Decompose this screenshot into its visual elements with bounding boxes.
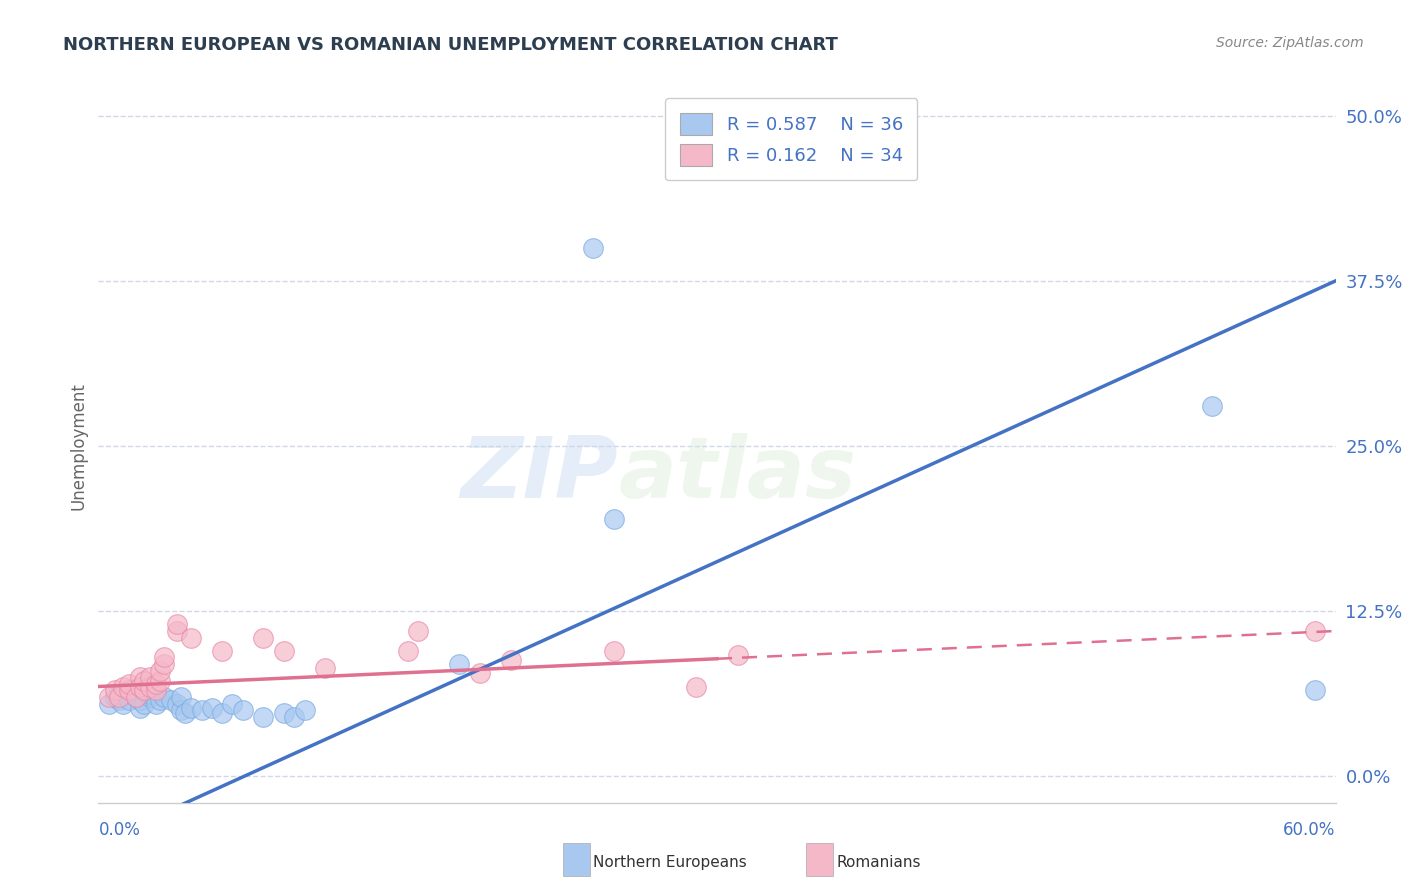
Point bbox=[128, 680, 150, 694]
Point bbox=[149, 674, 172, 689]
Point bbox=[159, 692, 181, 706]
Point bbox=[252, 710, 274, 724]
Point bbox=[112, 697, 135, 711]
Point bbox=[124, 690, 146, 704]
Point bbox=[128, 670, 150, 684]
Point bbox=[108, 690, 131, 704]
Point bbox=[449, 657, 471, 671]
Point bbox=[232, 703, 254, 717]
Text: Northern Europeans: Northern Europeans bbox=[593, 855, 747, 870]
Point bbox=[190, 703, 212, 717]
Point bbox=[406, 624, 429, 638]
Point bbox=[273, 644, 295, 658]
Point bbox=[201, 700, 224, 714]
Point bbox=[132, 697, 155, 711]
Point bbox=[139, 670, 162, 684]
Point bbox=[153, 650, 176, 665]
Point bbox=[153, 690, 176, 704]
Point bbox=[252, 631, 274, 645]
Point bbox=[170, 690, 193, 704]
Point bbox=[112, 680, 135, 694]
Point bbox=[1201, 400, 1223, 414]
Point bbox=[180, 631, 202, 645]
Point bbox=[468, 666, 491, 681]
Legend: R = 0.587    N = 36, R = 0.162    N = 34: R = 0.587 N = 36, R = 0.162 N = 34 bbox=[665, 98, 917, 180]
Text: 0.0%: 0.0% bbox=[98, 821, 141, 838]
Point bbox=[603, 511, 626, 525]
Point bbox=[118, 692, 141, 706]
Text: 60.0%: 60.0% bbox=[1284, 821, 1336, 838]
Point bbox=[139, 680, 162, 694]
Point bbox=[128, 700, 150, 714]
Point bbox=[97, 690, 120, 704]
Point bbox=[221, 697, 243, 711]
Point bbox=[145, 677, 167, 691]
Point bbox=[145, 683, 167, 698]
Point bbox=[149, 664, 172, 678]
Point bbox=[1303, 683, 1326, 698]
Point bbox=[153, 657, 176, 671]
Point bbox=[685, 680, 707, 694]
Text: Source: ZipAtlas.com: Source: ZipAtlas.com bbox=[1216, 36, 1364, 50]
Point bbox=[139, 690, 162, 704]
Y-axis label: Unemployment: Unemployment bbox=[69, 382, 87, 510]
Text: atlas: atlas bbox=[619, 433, 856, 516]
Point bbox=[104, 683, 127, 698]
Point bbox=[603, 644, 626, 658]
Text: NORTHERN EUROPEAN VS ROMANIAN UNEMPLOYMENT CORRELATION CHART: NORTHERN EUROPEAN VS ROMANIAN UNEMPLOYME… bbox=[63, 36, 838, 54]
Text: Romanians: Romanians bbox=[837, 855, 921, 870]
Point bbox=[180, 700, 202, 714]
Point bbox=[211, 644, 233, 658]
Point bbox=[294, 703, 316, 717]
Point bbox=[124, 690, 146, 704]
Point bbox=[132, 674, 155, 689]
Point bbox=[108, 688, 131, 702]
Point bbox=[118, 677, 141, 691]
Point bbox=[166, 624, 188, 638]
Point bbox=[166, 617, 188, 632]
Point bbox=[108, 692, 131, 706]
Point bbox=[118, 683, 141, 698]
Point bbox=[1303, 624, 1326, 638]
Point bbox=[145, 697, 167, 711]
Point bbox=[582, 241, 605, 255]
Point bbox=[211, 706, 233, 720]
Point bbox=[97, 697, 120, 711]
Point bbox=[396, 644, 419, 658]
Point bbox=[149, 692, 172, 706]
Point bbox=[283, 710, 305, 724]
Point bbox=[128, 692, 150, 706]
Point bbox=[174, 706, 197, 720]
Point bbox=[132, 683, 155, 698]
Point bbox=[314, 661, 336, 675]
Text: ZIP: ZIP bbox=[460, 433, 619, 516]
Point bbox=[727, 648, 749, 662]
Point bbox=[139, 688, 162, 702]
Point bbox=[118, 683, 141, 698]
Point bbox=[499, 653, 522, 667]
Point bbox=[273, 706, 295, 720]
Point bbox=[104, 690, 127, 704]
Point bbox=[166, 697, 188, 711]
Point bbox=[170, 703, 193, 717]
